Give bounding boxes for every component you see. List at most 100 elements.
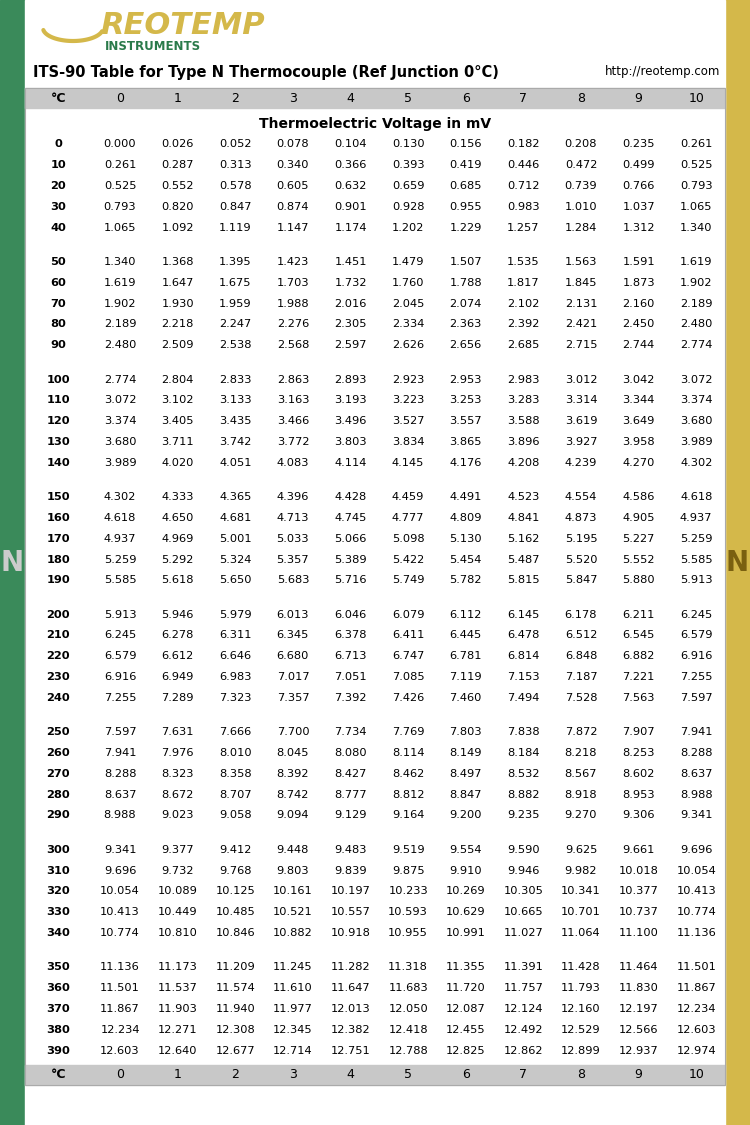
- Text: 5: 5: [404, 1069, 412, 1081]
- Text: 4: 4: [346, 91, 355, 105]
- Text: 4.713: 4.713: [277, 513, 309, 523]
- Text: 8.253: 8.253: [622, 748, 655, 758]
- Text: 3.927: 3.927: [565, 436, 597, 447]
- Text: ITS-90 Table for Type N Thermocouple (Ref Junction 0°C): ITS-90 Table for Type N Thermocouple (Re…: [33, 64, 499, 80]
- Text: 8.707: 8.707: [219, 790, 251, 800]
- Text: 3.865: 3.865: [449, 436, 482, 447]
- Text: 8.323: 8.323: [161, 768, 194, 778]
- Text: 10.774: 10.774: [100, 928, 140, 938]
- Text: 3.772: 3.772: [277, 436, 309, 447]
- Text: 2.568: 2.568: [277, 340, 309, 350]
- Text: 3.834: 3.834: [392, 436, 424, 447]
- Text: 9.341: 9.341: [680, 810, 712, 820]
- Text: 12.050: 12.050: [388, 1004, 428, 1014]
- Text: 300: 300: [46, 845, 70, 855]
- Text: 1.902: 1.902: [104, 298, 136, 308]
- Text: 11.100: 11.100: [619, 928, 658, 938]
- Text: 6.245: 6.245: [680, 610, 712, 620]
- Text: 8.427: 8.427: [334, 768, 367, 778]
- Text: 200: 200: [46, 610, 70, 620]
- Text: 5.195: 5.195: [565, 533, 597, 543]
- Text: 0.419: 0.419: [449, 160, 482, 170]
- Text: 5.259: 5.259: [104, 555, 136, 565]
- Text: 11.282: 11.282: [331, 962, 370, 972]
- Text: 3.496: 3.496: [334, 416, 367, 426]
- Text: 10.341: 10.341: [561, 886, 601, 897]
- Text: 7.941: 7.941: [104, 748, 136, 758]
- Text: 4.333: 4.333: [161, 492, 194, 502]
- Text: 9.554: 9.554: [449, 845, 482, 855]
- Text: 11.793: 11.793: [561, 983, 601, 993]
- Text: 0.313: 0.313: [219, 160, 251, 170]
- Text: 10.233: 10.233: [388, 886, 428, 897]
- Text: 3.435: 3.435: [219, 416, 251, 426]
- Text: 7.153: 7.153: [507, 672, 540, 682]
- Text: 12.455: 12.455: [446, 1025, 485, 1035]
- Text: 10.269: 10.269: [446, 886, 485, 897]
- Text: 7.597: 7.597: [104, 727, 136, 737]
- Text: 12.899: 12.899: [561, 1045, 601, 1055]
- Text: 2.218: 2.218: [161, 319, 194, 330]
- Text: 10.991: 10.991: [446, 928, 486, 938]
- Text: 2.509: 2.509: [161, 340, 194, 350]
- Text: 1.619: 1.619: [680, 256, 712, 267]
- Text: 10.161: 10.161: [273, 886, 313, 897]
- Text: 5.552: 5.552: [622, 555, 655, 565]
- Text: 12.308: 12.308: [215, 1025, 255, 1035]
- Text: 310: 310: [46, 865, 70, 875]
- Text: 3.405: 3.405: [161, 416, 194, 426]
- Text: 11.245: 11.245: [273, 962, 313, 972]
- Text: 9.164: 9.164: [392, 810, 424, 820]
- Text: 6.211: 6.211: [622, 610, 655, 620]
- Text: 6.378: 6.378: [334, 630, 367, 640]
- Text: 10.305: 10.305: [503, 886, 543, 897]
- Text: 12.529: 12.529: [561, 1025, 601, 1035]
- Text: 2.774: 2.774: [104, 375, 136, 385]
- Text: 12.492: 12.492: [503, 1025, 543, 1035]
- Text: 7.357: 7.357: [277, 693, 309, 703]
- Text: 10.846: 10.846: [215, 928, 255, 938]
- Text: 7.392: 7.392: [334, 693, 367, 703]
- Text: 10.485: 10.485: [215, 907, 255, 917]
- Text: 4.491: 4.491: [449, 492, 482, 502]
- Text: 3.072: 3.072: [680, 375, 712, 385]
- Text: 250: 250: [46, 727, 70, 737]
- Text: 9: 9: [634, 1069, 643, 1081]
- Text: 8.080: 8.080: [334, 748, 367, 758]
- Text: 10.918: 10.918: [331, 928, 370, 938]
- Text: 1.284: 1.284: [565, 223, 597, 233]
- Text: 20: 20: [50, 181, 66, 191]
- Text: 12.345: 12.345: [273, 1025, 313, 1035]
- Text: 150: 150: [46, 492, 70, 502]
- Text: 5.880: 5.880: [622, 575, 655, 585]
- Text: 7.323: 7.323: [219, 693, 251, 703]
- Text: 4.777: 4.777: [392, 513, 424, 523]
- Text: 6.814: 6.814: [507, 651, 539, 662]
- Text: 9.590: 9.590: [507, 845, 540, 855]
- Text: 3.896: 3.896: [507, 436, 539, 447]
- Text: 11.136: 11.136: [676, 928, 716, 938]
- Text: 1.703: 1.703: [277, 278, 309, 288]
- Text: 2.480: 2.480: [680, 319, 712, 330]
- Text: 6.848: 6.848: [565, 651, 597, 662]
- Text: 3.042: 3.042: [622, 375, 655, 385]
- Text: 8.462: 8.462: [392, 768, 424, 778]
- Text: 230: 230: [46, 672, 70, 682]
- Text: 3.163: 3.163: [277, 395, 309, 405]
- Text: 9.306: 9.306: [622, 810, 655, 820]
- Text: 2.392: 2.392: [507, 319, 539, 330]
- Text: 2.305: 2.305: [334, 319, 367, 330]
- Text: 4.302: 4.302: [680, 458, 712, 468]
- Text: 8.637: 8.637: [680, 768, 712, 778]
- Text: 8.045: 8.045: [277, 748, 309, 758]
- Text: 6.445: 6.445: [449, 630, 482, 640]
- Text: 0.820: 0.820: [161, 201, 194, 212]
- Text: 8.288: 8.288: [680, 748, 712, 758]
- Text: 11.428: 11.428: [561, 962, 601, 972]
- Text: 0.793: 0.793: [104, 201, 136, 212]
- Text: 9.094: 9.094: [277, 810, 309, 820]
- Text: 3.989: 3.989: [104, 458, 136, 468]
- Text: 10.557: 10.557: [331, 907, 370, 917]
- Text: 3.619: 3.619: [565, 416, 597, 426]
- Text: 8.149: 8.149: [449, 748, 482, 758]
